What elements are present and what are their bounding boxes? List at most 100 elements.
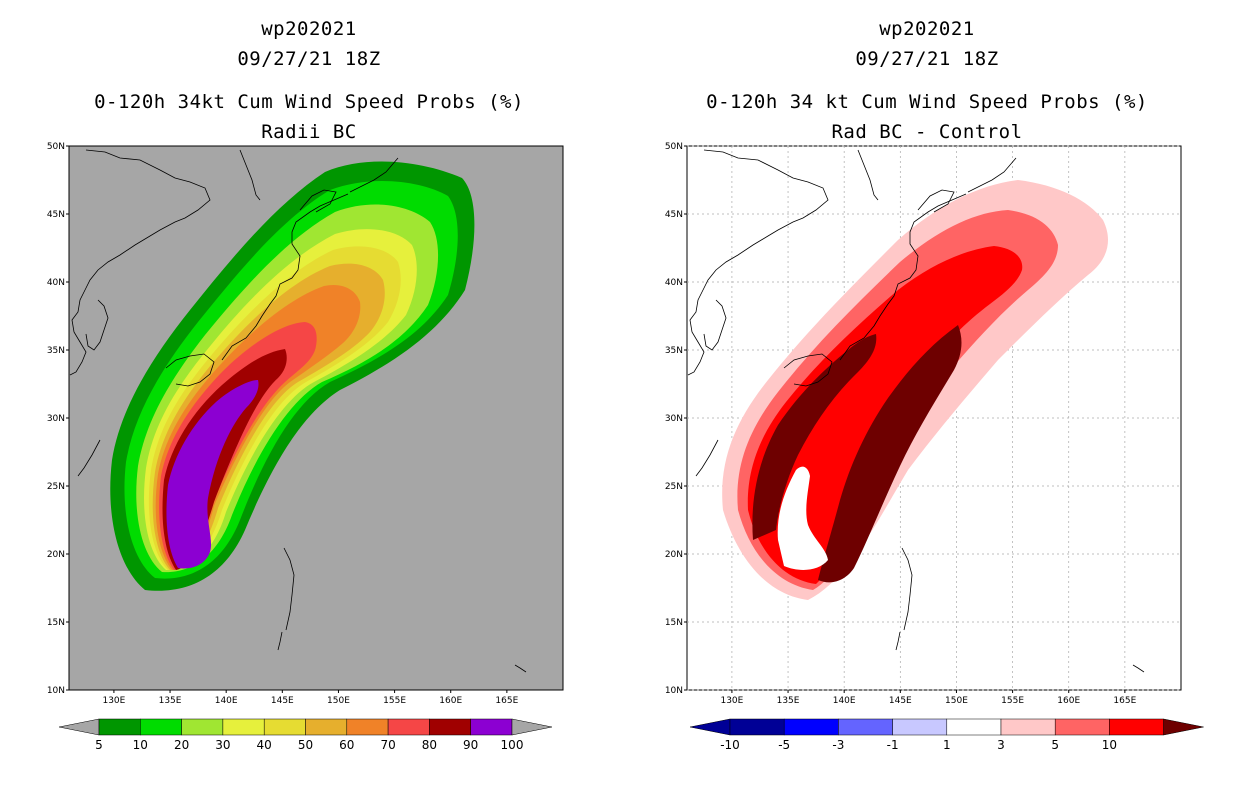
left-colorbar-swatch [429, 718, 471, 736]
left-colorbar-label: 30 [215, 738, 230, 752]
right-title-line-4: Rad BC - Control [831, 121, 1023, 143]
left-colorbar-swatch [98, 718, 141, 736]
left-x-tick-label: 150E [327, 696, 350, 706]
right-colorbar-swatch [1109, 718, 1164, 736]
right-coast-ryukyu [695, 439, 719, 477]
right-colorbar-high-triangle [1163, 718, 1204, 736]
right-colorbar-label: 3 [997, 738, 1005, 752]
left-y-tick-label: 20N [47, 550, 65, 560]
right-y-tick-label: 35N [665, 346, 683, 356]
right-y-tick-label: 45N [665, 210, 683, 220]
right-y-tick-label: 25N [665, 482, 683, 492]
left-colorbar-label: 80 [422, 738, 437, 752]
left-colorbar: 5 10 20 30 40 50 60 70 80 90 100 [58, 718, 553, 752]
left-y-tick-label: 45N [47, 210, 65, 220]
left-title-line-4: Radii BC [261, 121, 357, 143]
left-colorbar-label: 5 [95, 738, 103, 752]
left-coast-japan [221, 193, 349, 361]
left-colorbar-label: 60 [339, 738, 354, 752]
left-probability-contours [110, 161, 475, 591]
right-colorbar-label: 1 [943, 738, 951, 752]
right-x-tick-label: 155E [1001, 696, 1024, 706]
left-map: 130E 135E 140E 145E 150E 155E 160E 165E 10N 15N 2… [47, 142, 564, 752]
left-x-tick-label: 140E [215, 696, 238, 706]
left-coast-korea [85, 299, 109, 351]
left-colorbar-swatch [140, 718, 182, 736]
right-y-tick-label: 10N [665, 686, 683, 696]
left-coast-hokkaido [299, 189, 337, 213]
left-colorbar-label: 10 [133, 738, 148, 752]
right-coast-bonin [901, 547, 913, 631]
right-difference-contours [722, 180, 1108, 600]
left-x-tick-label: 130E [102, 696, 125, 706]
left-colorbar-low-triangle [58, 718, 100, 736]
left-y-tick-label: 40N [47, 278, 65, 288]
right-y-tick-label: 30N [665, 414, 683, 424]
left-panel: wp202021 09/27/21 18Z 0-120h 34kt Cum Wi… [47, 18, 564, 752]
left-colorbar-swatch [181, 718, 224, 736]
right-y-tick-label: 50N [665, 142, 683, 152]
left-x-tick-label: 160E [439, 696, 462, 706]
right-coast-korea [703, 299, 727, 351]
left-colorbar-swatch [263, 718, 306, 736]
right-x-axis-ticks: 130E 135E 140E 145E 150E 155E 160E 165E [720, 690, 1137, 706]
left-colorbar-label: 90 [463, 738, 478, 752]
right-coast-hokkaido [917, 189, 955, 213]
left-colorbar-swatch [305, 718, 348, 736]
right-x-tick-label: 160E [1057, 696, 1080, 706]
right-colorbar-swatch [946, 718, 1002, 736]
right-colorbar-swatch [783, 718, 839, 736]
left-y-tick-label: 35N [47, 346, 65, 356]
left-colorbar-label: 50 [298, 738, 313, 752]
right-title-line-2: 09/27/21 18Z [855, 48, 999, 70]
left-title-line-2: 09/27/21 18Z [237, 48, 381, 70]
right-title-line-1: wp202021 [879, 18, 975, 40]
left-colorbar-label: 20 [174, 738, 189, 752]
left-x-axis-ticks: 130E 135E 140E 145E 150E 155E 160E 165E [102, 690, 519, 706]
right-x-tick-label: 145E [889, 696, 912, 706]
left-y-tick-label: 50N [47, 142, 65, 152]
right-colorbar-swatch [838, 718, 893, 736]
left-x-tick-label: 145E [271, 696, 294, 706]
right-coastlines [687, 149, 1145, 673]
right-contour-10-lobe-a [752, 334, 877, 540]
right-colorbar-low-triangle [689, 718, 731, 736]
left-coast-east-isles [514, 664, 527, 673]
right-title-line-3: 0-120h 34 kt Cum Wind Speed Probs (%) [706, 91, 1148, 113]
right-coast-asia [687, 149, 829, 376]
right-coast-kyushu [783, 353, 833, 387]
right-x-tick-label: 165E [1113, 696, 1136, 706]
right-coast-sakhalin [857, 149, 879, 201]
right-contour-10-lobe-b [818, 325, 962, 583]
left-coast-asia [69, 149, 211, 376]
left-title-line-3: 0-120h 34kt Cum Wind Speed Probs (%) [94, 91, 524, 113]
left-x-tick-label: 165E [495, 696, 518, 706]
left-coast-marianas [277, 631, 283, 651]
left-y-tick-label: 10N [47, 686, 65, 696]
left-coast-kurils [349, 157, 399, 193]
right-coast-marianas [895, 631, 901, 651]
right-colorbar-label: -10 [720, 738, 740, 752]
right-x-tick-label: 150E [945, 696, 968, 706]
right-y-tick-label: 20N [665, 550, 683, 560]
right-colorbar: -10 -5 -3 -1 1 3 5 10 [689, 718, 1204, 752]
right-colorbar-swatch [729, 718, 785, 736]
right-coast-kurils [967, 157, 1017, 193]
left-coast-ryukyu [77, 439, 101, 477]
left-y-tick-label: 25N [47, 482, 65, 492]
right-colorbar-swatch [892, 718, 948, 736]
left-colorbar-swatch [222, 718, 265, 736]
right-x-tick-label: 135E [777, 696, 800, 706]
left-colorbar-swatch [346, 718, 389, 736]
left-colorbar-swatch [387, 718, 430, 736]
left-x-tick-label: 135E [159, 696, 182, 706]
left-colorbar-label: 100 [501, 738, 524, 752]
left-y-tick-label: 30N [47, 414, 65, 424]
left-coast-sakhalin [239, 149, 261, 201]
right-colorbar-label: -5 [778, 738, 790, 752]
right-colorbar-label: 10 [1102, 738, 1117, 752]
right-y-tick-label: 40N [665, 278, 683, 288]
right-zero-hole [777, 466, 828, 570]
right-x-tick-label: 140E [833, 696, 856, 706]
left-coast-bonin [283, 547, 295, 631]
